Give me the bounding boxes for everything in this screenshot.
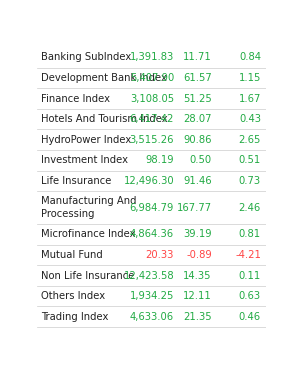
Text: 1.67: 1.67	[239, 94, 261, 104]
Text: 0.73: 0.73	[239, 176, 261, 186]
Text: 98.19: 98.19	[145, 155, 174, 165]
Text: 1,934.25: 1,934.25	[130, 291, 174, 301]
Text: Others Index: Others Index	[41, 291, 106, 301]
Text: 2.46: 2.46	[239, 203, 261, 213]
Text: Development Bank Index: Development Bank Index	[41, 73, 167, 83]
Text: 3,515.26: 3,515.26	[130, 135, 174, 145]
Text: 11.71: 11.71	[183, 52, 212, 62]
Text: 20.33: 20.33	[146, 250, 174, 260]
Text: 51.25: 51.25	[183, 94, 212, 104]
Text: 1,391.83: 1,391.83	[130, 52, 174, 62]
Text: 21.35: 21.35	[183, 312, 212, 322]
Text: Finance Index: Finance Index	[41, 94, 110, 104]
Text: Microfinance Index: Microfinance Index	[41, 230, 136, 239]
Text: 12.11: 12.11	[183, 291, 212, 301]
Text: 0.51: 0.51	[239, 155, 261, 165]
Text: 39.19: 39.19	[183, 230, 212, 239]
Text: Manufacturing And
Processing: Manufacturing And Processing	[41, 196, 137, 219]
Text: -4.21: -4.21	[235, 250, 261, 260]
Text: 12,496.30: 12,496.30	[123, 176, 174, 186]
Text: 90.86: 90.86	[183, 135, 212, 145]
Text: -0.89: -0.89	[186, 250, 212, 260]
Text: Non Life Insurance: Non Life Insurance	[41, 270, 135, 280]
Text: 12,423.58: 12,423.58	[123, 270, 174, 280]
Text: 0.84: 0.84	[239, 52, 261, 62]
Text: 2.65: 2.65	[239, 135, 261, 145]
Text: 167.77: 167.77	[177, 203, 212, 213]
Text: 0.46: 0.46	[239, 312, 261, 322]
Text: Hotels And Tourism Index: Hotels And Tourism Index	[41, 114, 168, 124]
Text: 61.57: 61.57	[183, 73, 212, 83]
Text: 1.15: 1.15	[239, 73, 261, 83]
Text: Life Insurance: Life Insurance	[41, 176, 112, 186]
Text: Mutual Fund: Mutual Fund	[41, 250, 103, 260]
Text: 5,407.90: 5,407.90	[130, 73, 174, 83]
Text: 14.35: 14.35	[183, 270, 212, 280]
Text: 0.63: 0.63	[239, 291, 261, 301]
Text: 0.43: 0.43	[239, 114, 261, 124]
Text: Banking SubIndex: Banking SubIndex	[41, 52, 132, 62]
Text: 28.07: 28.07	[183, 114, 212, 124]
Text: Investment Index: Investment Index	[41, 155, 128, 165]
Text: Trading Index: Trading Index	[41, 312, 109, 322]
Text: 4,633.06: 4,633.06	[130, 312, 174, 322]
Text: HydroPower Index: HydroPower Index	[41, 135, 132, 145]
Text: 6,984.79: 6,984.79	[130, 203, 174, 213]
Text: 0.50: 0.50	[190, 155, 212, 165]
Text: 0.81: 0.81	[239, 230, 261, 239]
Text: 0.11: 0.11	[239, 270, 261, 280]
Text: 4,864.36: 4,864.36	[130, 230, 174, 239]
Text: 3,108.05: 3,108.05	[130, 94, 174, 104]
Text: 6,417.42: 6,417.42	[130, 114, 174, 124]
Text: 91.46: 91.46	[183, 176, 212, 186]
